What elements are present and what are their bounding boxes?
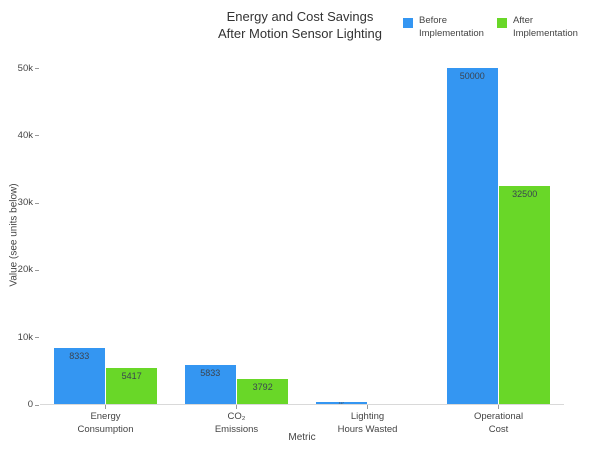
y-tick-mark — [35, 202, 39, 204]
bar-value-label: 5833 — [200, 368, 221, 379]
legend-label-before: Before Implementation — [419, 15, 484, 39]
bar-value-label: 32500 — [512, 188, 538, 199]
category-label-energy-consumption: Energy Consumption — [77, 411, 134, 436]
before-series-swatch-icon — [403, 18, 413, 28]
category-label-operational-cost: Operational Cost — [473, 411, 524, 436]
category-label-lighting-hours-wasted: Lighting Hours Wasted — [337, 411, 398, 436]
bar-value-label: 8333 — [69, 351, 90, 362]
y-tick-mark — [35, 404, 39, 406]
bar-co-emissions-before-implementation: 5833 — [184, 365, 236, 405]
bar-lighting-hours-wasted-before-implementation: 417 — [315, 401, 367, 405]
y-tick-label-30k: 30k — [17, 197, 33, 209]
x-tick-mark — [105, 405, 106, 409]
y-tick-mark — [35, 135, 39, 137]
y-tick-mark — [35, 68, 39, 69]
x-tick-mark — [367, 405, 368, 409]
x-axis-line — [40, 404, 564, 405]
x-tick-mark — [498, 405, 499, 409]
y-tick-mark — [35, 337, 39, 339]
bar-value-label: 417 — [316, 402, 367, 405]
x-axis-title: Metric — [288, 432, 316, 443]
y-tick-mark — [35, 269, 39, 271]
legend-item-before[interactable]: Before Implementation — [403, 15, 484, 41]
bar-value-label: 50000 — [459, 71, 485, 81]
y-tick-label-20k: 20k — [17, 264, 33, 276]
y-tick-label-50k: 50k — [17, 62, 33, 74]
bar-value-label: 3792 — [252, 381, 273, 392]
bar-energy-consumption-before-implementation: 8333 — [53, 348, 105, 405]
y-tick-label-10k: 10k — [17, 331, 33, 343]
bar-co-emissions-after-implementation: 3792 — [237, 378, 289, 405]
legend-label-after: After Implementation — [512, 15, 578, 39]
legend: Before Implementation After Implementati… — [403, 15, 578, 41]
y-tick-label-40k: 40k — [17, 129, 33, 141]
bar-operational-cost-before-implementation: 50000 — [446, 68, 498, 405]
legend-item-after[interactable]: After Implementation — [496, 15, 578, 41]
category-label-co-emissions: CO₂ Emissions — [214, 411, 259, 436]
bar-operational-cost-after-implementation: 32500 — [499, 185, 551, 405]
x-tick-mark — [236, 405, 237, 409]
chart-title: Energy and Cost Savings After Motion Sen… — [217, 9, 383, 41]
y-tick-label-0: 0 — [27, 399, 33, 410]
after-series-swatch-icon — [496, 18, 507, 28]
bar-value-label: 5417 — [121, 371, 142, 382]
bar-energy-consumption-after-implementation: 5417 — [106, 368, 158, 405]
